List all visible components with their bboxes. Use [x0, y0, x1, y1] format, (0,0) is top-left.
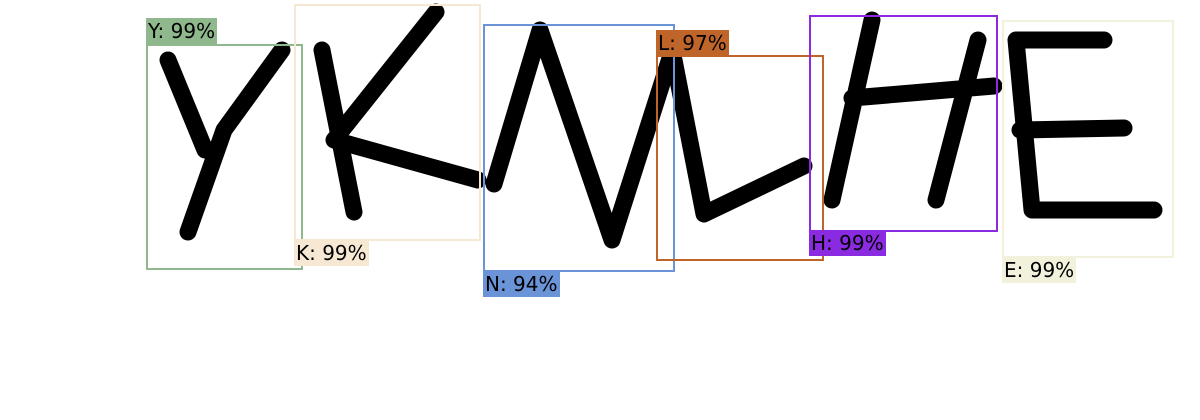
glyph-l: [665, 51, 813, 223]
detection-label-l: L: 97%: [656, 30, 729, 56]
glyph-h: [823, 11, 1003, 209]
detection-label-n: N: 94%: [483, 271, 560, 297]
detection-box-h: [809, 15, 998, 232]
glyph-y: [159, 41, 291, 241]
detection-box-n: [483, 24, 675, 272]
glyph-e: [1007, 31, 1163, 219]
detection-box-k: [294, 4, 481, 241]
detection-label-h: H: 99%: [809, 230, 886, 256]
glyph-k: [313, 3, 487, 221]
glyph-n: [485, 21, 681, 249]
detection-box-l: [656, 55, 824, 261]
detection-box-y: [146, 44, 303, 270]
detection-label-y: Y: 99%: [146, 18, 218, 44]
detection-label-e: E: 99%: [1002, 257, 1077, 283]
detection-label-k: K: 99%: [294, 240, 369, 266]
detection-box-e: [1002, 20, 1174, 258]
